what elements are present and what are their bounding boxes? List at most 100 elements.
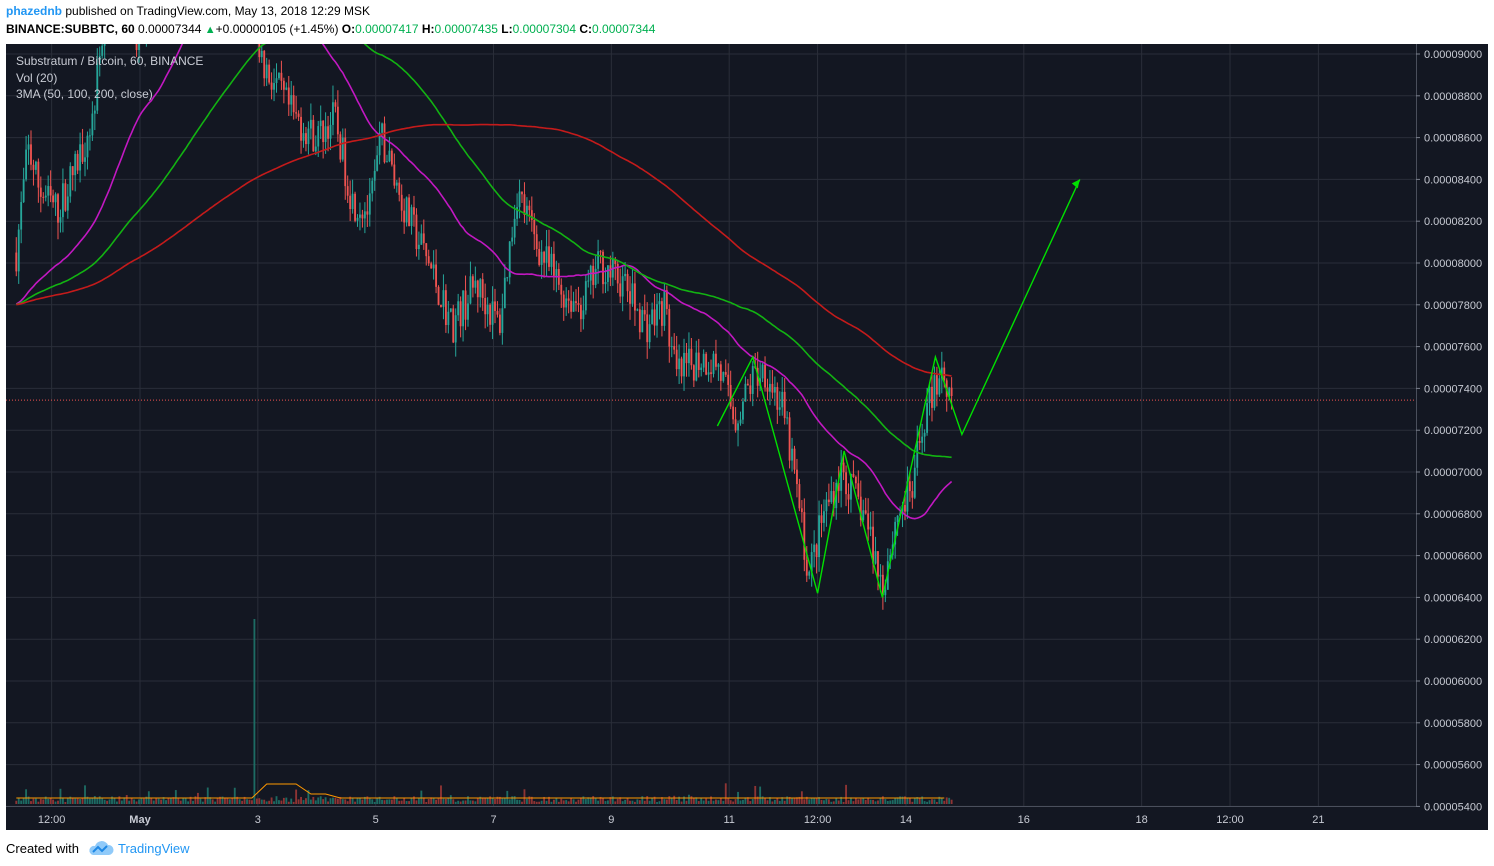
- volume-bar: [692, 797, 695, 804]
- time-tick-label: 5: [373, 814, 379, 826]
- volume-bar: [130, 798, 133, 804]
- candle-body: [800, 508, 803, 513]
- candle-body: [862, 510, 865, 521]
- candle-body: [913, 467, 916, 498]
- volume-bar: [555, 798, 558, 804]
- tradingview-brand-link[interactable]: TradingView: [118, 841, 190, 856]
- candle-body: [486, 304, 489, 315]
- volume-bar: [516, 799, 519, 804]
- volume-bar: [528, 796, 531, 804]
- volume-bar: [577, 799, 580, 804]
- candle-body: [923, 432, 926, 437]
- candle-body: [651, 309, 654, 325]
- price-tick-label: 0.00006400: [1424, 592, 1482, 604]
- close-label: C:: [579, 22, 593, 36]
- volume-bar: [81, 797, 84, 804]
- candle-body: [663, 290, 666, 326]
- candle-body: [47, 186, 50, 196]
- candle-body: [845, 472, 847, 495]
- volume-bar: [128, 800, 131, 804]
- volume-bar: [518, 799, 521, 804]
- candle-body: [506, 277, 509, 279]
- volume-bar: [935, 801, 938, 804]
- volume-bar: [334, 797, 337, 804]
- volume-bar: [854, 798, 857, 804]
- volume-bar: [592, 796, 595, 804]
- candle-body: [319, 120, 322, 127]
- volume-bar: [476, 797, 479, 804]
- candle-body: [869, 526, 872, 530]
- volume-bar: [661, 797, 663, 804]
- volume-bar: [206, 787, 209, 804]
- candle-body: [521, 191, 523, 195]
- candle-body: [508, 241, 511, 278]
- tradingview-cloud-icon[interactable]: [88, 840, 114, 859]
- volume-bar: [427, 799, 430, 804]
- volume-bar: [398, 800, 401, 804]
- volume-bar: [339, 796, 342, 804]
- price-chart[interactable]: 0.00009000 0.00008800 0.00008600 0.00008400…: [6, 0, 1488, 830]
- candle-body: [707, 372, 710, 375]
- legend-title[interactable]: Substratum / Bitcoin, 60, BINANCE: [16, 54, 204, 68]
- volume-bar: [96, 798, 99, 804]
- volume-bar: [432, 797, 435, 804]
- candle-body: [71, 166, 74, 176]
- volume-bar: [363, 796, 366, 804]
- volume-bar: [798, 796, 801, 804]
- candle-body: [648, 324, 651, 343]
- volume-bar: [440, 785, 442, 804]
- volume-bar: [332, 797, 334, 804]
- volume-bar: [405, 801, 408, 804]
- volume-bar: [702, 800, 705, 804]
- candle-body: [356, 217, 359, 221]
- candle-body: [793, 448, 796, 470]
- volume-bar: [832, 801, 835, 804]
- volume-bar: [813, 798, 816, 804]
- volume-bar: [540, 800, 543, 804]
- author-name[interactable]: phazednb: [6, 4, 62, 18]
- volume-bar: [668, 796, 671, 804]
- price-tick-label: 0.00005600: [1424, 760, 1482, 772]
- volume-bar: [820, 799, 823, 804]
- volume-bar: [503, 797, 506, 804]
- legend-ma[interactable]: 3MA (50, 100, 200, close): [16, 87, 153, 101]
- volume-bar: [66, 797, 69, 804]
- candle-body: [371, 180, 374, 194]
- volume-bar: [454, 801, 457, 804]
- candle-body: [850, 473, 852, 500]
- candle-body: [270, 82, 273, 90]
- volume-bar: [39, 798, 42, 804]
- candle-body: [636, 309, 639, 311]
- candle-body: [729, 384, 732, 407]
- chart-area[interactable]: 0.00009000 0.00008800 0.00008600 0.00008400…: [6, 0, 1488, 830]
- volume-bar: [437, 798, 440, 804]
- volume-bar: [37, 801, 40, 804]
- candle-body: [803, 512, 806, 560]
- legend-volume[interactable]: Vol (20): [16, 70, 58, 85]
- volume-bar: [852, 801, 855, 804]
- volume-bar: [881, 796, 884, 804]
- volume-bar: [118, 796, 121, 804]
- volume-bar: [837, 800, 840, 804]
- volume-bar: [901, 796, 904, 804]
- candle-body: [481, 279, 484, 298]
- candle-body: [359, 214, 361, 218]
- candle-body: [665, 290, 668, 309]
- volume-bar: [683, 796, 685, 804]
- volume-bar: [307, 790, 310, 804]
- candle-body: [606, 265, 609, 282]
- volume-bar: [626, 798, 629, 804]
- candle-body: [307, 128, 310, 145]
- volume-bar: [523, 789, 526, 804]
- candle-body: [538, 249, 541, 265]
- volume-bar: [786, 796, 789, 804]
- candle-body: [575, 301, 577, 304]
- volume-bar: [629, 800, 631, 804]
- volume-bar: [707, 800, 710, 804]
- volume-bar: [246, 799, 248, 804]
- volume-bar: [818, 797, 820, 804]
- candle-body: [700, 367, 703, 370]
- candle-body: [268, 64, 271, 83]
- volume-bar: [732, 801, 735, 804]
- candle-body: [273, 83, 275, 90]
